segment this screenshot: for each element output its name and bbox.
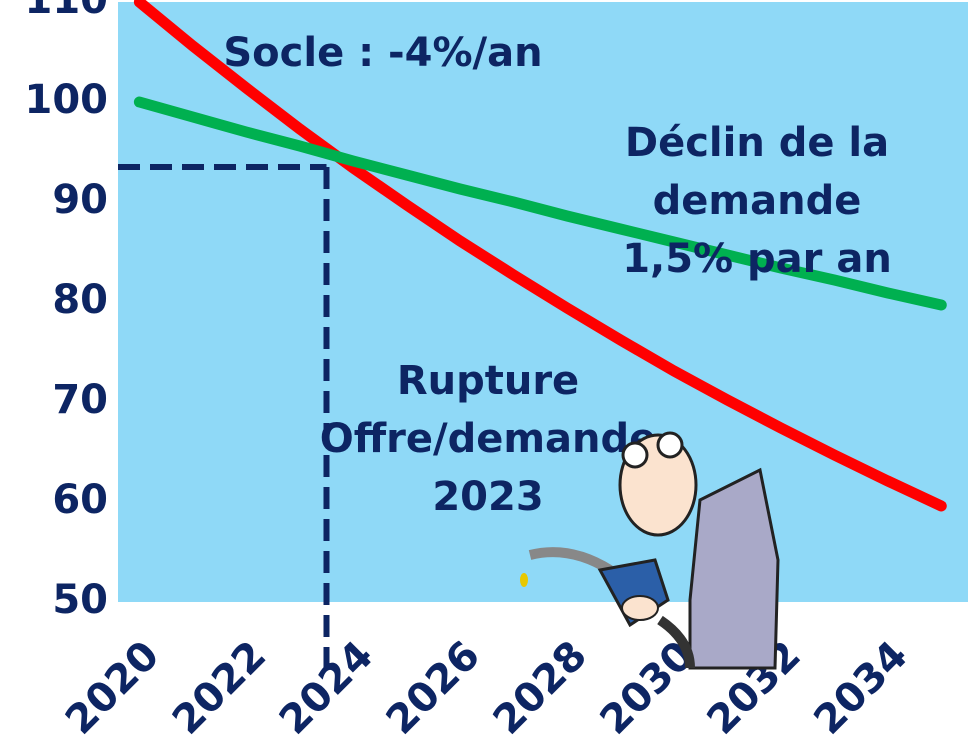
y-tick-label: 100 xyxy=(25,77,109,123)
y-tick-label: 50 xyxy=(52,577,108,623)
annotation-line: 2023 xyxy=(432,474,543,520)
x-tick-label: 2028 xyxy=(485,632,596,743)
y-tick-label: 60 xyxy=(52,477,108,523)
annotation-line: 1,5% par an xyxy=(622,236,892,282)
chart: 5060708090100110202020222024202620282030… xyxy=(0,0,968,744)
x-tick-label: 2026 xyxy=(378,632,489,743)
annotation: Déclin de la demande 1,5% par an xyxy=(622,120,892,282)
x-tick-label: 2020 xyxy=(57,632,168,743)
y-tick-label: 110 xyxy=(25,0,109,23)
annotation-line: Offre/demande xyxy=(320,416,657,462)
y-tick-label: 80 xyxy=(52,277,108,323)
y-tick-label: 90 xyxy=(52,177,108,223)
annotation: Socle : -4%/an xyxy=(223,30,542,76)
x-tick-label: 2034 xyxy=(805,632,916,743)
x-tick-label: 2022 xyxy=(164,632,275,743)
annotation-line: Socle : -4%/an xyxy=(223,30,542,76)
annotation-line: demande xyxy=(653,178,862,224)
annotation-line: Déclin de la xyxy=(625,120,889,166)
annotation-line: Rupture xyxy=(397,358,579,404)
y-tick-label: 70 xyxy=(52,377,108,423)
